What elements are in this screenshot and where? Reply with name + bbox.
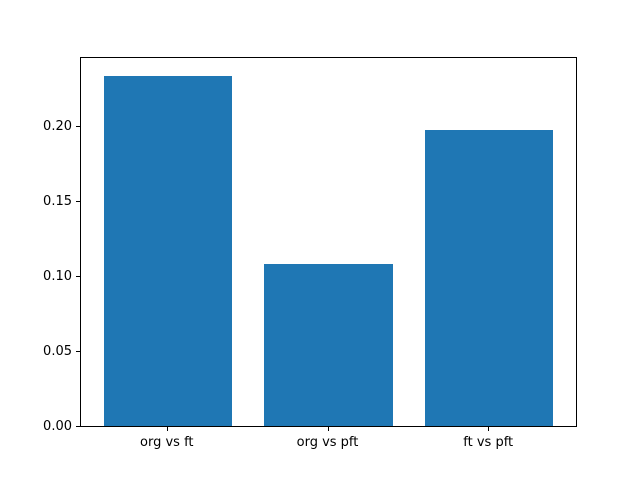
axes [80,57,577,427]
x-tick-label: org vs pft [296,435,359,450]
y-tick-label: 0.15 [43,193,72,209]
bar-org-vs-ft [103,76,233,426]
x-tick-label: org vs ft [140,435,194,450]
y-tick-label: 0.20 [43,118,72,134]
y-tick-mark [76,426,80,427]
y-tick-mark [76,125,80,127]
y-tick-label: 0.10 [43,268,72,284]
x-tick-mark [166,427,168,431]
y-tick-label: 0.00 [43,419,72,434]
bar-ft-vs-pft [424,130,554,426]
y-tick-label: 0.05 [43,343,72,359]
x-tick-label: ft vs pft [463,435,514,450]
y-tick-mark [76,275,80,277]
bar-org-vs-pft [264,263,393,426]
x-tick-mark [327,427,329,431]
x-tick-mark [488,427,490,431]
y-tick-mark [76,350,80,352]
y-tick-mark [76,200,80,202]
